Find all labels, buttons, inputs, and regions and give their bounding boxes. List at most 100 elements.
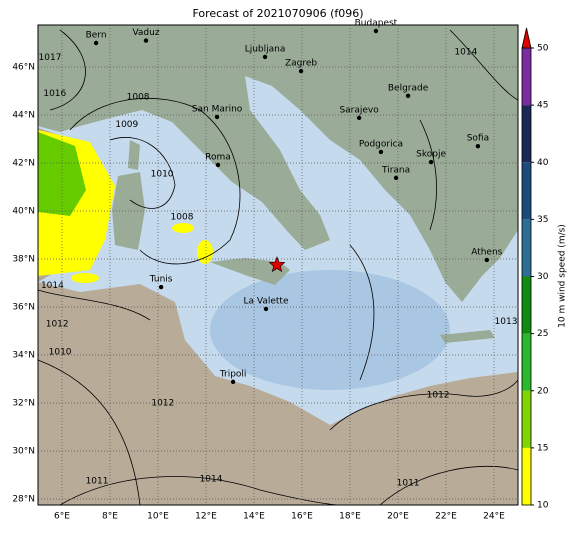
city-dot <box>262 54 268 60</box>
isobar-label: 1010 <box>49 347 72 357</box>
lon-tick-label: 22°E <box>435 512 457 522</box>
isobar <box>69 97 241 265</box>
city-label: Belgrade <box>388 83 429 93</box>
isobar-label: 1012 <box>46 319 69 329</box>
colorbar-tick-label: 30 <box>537 272 549 282</box>
wind-area <box>172 223 194 233</box>
city-label: Athens <box>471 247 502 257</box>
isobar <box>419 119 437 231</box>
colorbar-segment <box>522 447 531 505</box>
isobar <box>59 476 341 506</box>
city-dot <box>93 40 99 46</box>
map-overlay: 1008 1009 1010 1008 1010 1012 1014 1011 1011 1014… <box>39 19 518 489</box>
colorbar-tick-label: 40 <box>537 158 549 168</box>
colorbar-segment <box>522 333 531 391</box>
colorbar-tick-label: 45 <box>537 101 548 111</box>
isobar-label: 1016 <box>43 89 66 99</box>
city-label: La Valette <box>244 296 289 306</box>
isobar-label: 1017 <box>39 53 62 63</box>
city-label: Vaduz <box>132 28 159 38</box>
wind-area <box>38 132 86 216</box>
city-label: Sofia <box>467 134 489 144</box>
lat-tick-label: 36°N <box>12 303 35 313</box>
colorbar-tick-label: 50 <box>537 44 549 54</box>
colorbar-segment <box>522 105 531 163</box>
colorbar-label: 10 m wind speed (m/s) <box>558 224 568 328</box>
lat-tick-label: 28°N <box>12 495 35 505</box>
colorbar-tick-label: 35 <box>537 215 548 225</box>
isobar <box>37 289 151 321</box>
lat-tick-label: 32°N <box>12 399 35 409</box>
lon-tick-label: 16°E <box>291 512 313 522</box>
colorbar-tick-label: 25 <box>537 329 548 339</box>
lon-tick-label: 10°E <box>147 512 169 522</box>
city-label: Sarajevo <box>339 105 379 115</box>
lat-tick-label: 46°N <box>12 63 35 73</box>
city-dot <box>298 68 304 74</box>
city-dot <box>393 175 399 181</box>
city-label: Podgorica <box>359 139 403 149</box>
isobar-label: 1009 <box>115 120 138 130</box>
colorbar: 10 15 20 25 30 35 40 45 50 <box>521 27 549 511</box>
lat-tick-label: 42°N <box>12 159 35 169</box>
city-label: Zagreb <box>285 59 317 69</box>
isobar-label: 1012 <box>427 391 450 401</box>
city-dot <box>378 149 384 155</box>
lon-tick-label: 14°E <box>243 512 265 522</box>
lat-tick-label: 34°N <box>12 351 35 361</box>
lat-tick-label: 44°N <box>12 111 35 121</box>
lat-tick-label: 38°N <box>12 255 35 265</box>
colorbar-segment <box>522 390 531 448</box>
isobar <box>349 244 375 381</box>
lon-tick-label: 24°E <box>483 512 505 522</box>
colorbar-tick-label: 20 <box>537 386 549 396</box>
isobar-label: 1012 <box>151 399 174 409</box>
city-dot <box>373 28 379 34</box>
isobar <box>109 137 176 209</box>
wind-area <box>197 240 213 264</box>
lon-tick-label: 6°E <box>54 512 70 522</box>
isobar <box>49 29 86 111</box>
city-label: Tripoli <box>219 369 247 379</box>
colorbar-tick-label: 10 <box>537 501 549 511</box>
city-dot <box>484 257 489 263</box>
land-corsica <box>128 140 140 170</box>
isobar-label: 1014 <box>454 47 477 57</box>
city-dot <box>428 159 434 165</box>
map-frame <box>37 24 519 506</box>
isobar-label: 1014 <box>41 281 64 291</box>
wind-area <box>71 273 99 283</box>
isobar-label: 1008 <box>171 213 194 223</box>
colorbar-segment <box>522 162 531 220</box>
title: Forecast of 2021070906 (f096) <box>192 7 363 20</box>
isobar-label: 1008 <box>127 93 150 103</box>
graticule <box>38 25 518 505</box>
isobar-label: 1014 <box>200 475 223 485</box>
colorbar-segment <box>522 276 531 334</box>
lon-tick-label: 12°E <box>195 512 217 522</box>
isobar <box>37 359 141 506</box>
city-dot <box>263 306 269 312</box>
deep-sea <box>210 270 450 390</box>
lat-tick-label: 40°N <box>12 207 35 217</box>
land-crete <box>440 330 495 343</box>
city-label: Skopje <box>416 150 446 160</box>
city-dot <box>214 114 220 120</box>
city-dot <box>158 284 164 290</box>
city-label: Bern <box>86 31 107 41</box>
city-dot <box>356 115 362 121</box>
colorbar-extend <box>521 27 532 49</box>
city-label: Roma <box>205 152 231 162</box>
isobar <box>329 379 519 431</box>
lon-tick-label: 20°E <box>387 512 409 522</box>
city-dot <box>215 162 221 168</box>
city-label: Budapest <box>355 19 398 29</box>
isobar <box>379 465 519 506</box>
isobars <box>37 29 519 506</box>
city-label: San Marino <box>192 104 243 114</box>
isobar-label: 1013 <box>495 317 518 327</box>
city-label: Tirana <box>381 165 410 175</box>
city-dot <box>405 93 411 99</box>
lon-tick-label: 8°E <box>102 512 118 522</box>
